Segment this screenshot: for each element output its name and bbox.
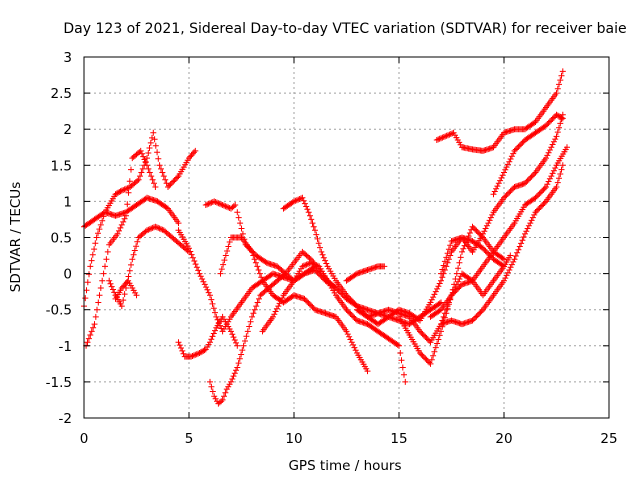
series-track-20 bbox=[438, 162, 566, 328]
x-tick-label: 25 bbox=[600, 431, 617, 447]
point-markers bbox=[175, 313, 241, 360]
y-tick-label: 1.5 bbox=[51, 158, 72, 174]
x-tick-label: 20 bbox=[495, 431, 512, 447]
point-markers bbox=[280, 194, 444, 328]
y-tick-label: 0 bbox=[63, 267, 72, 283]
point-markers bbox=[354, 252, 514, 346]
series-track-17 bbox=[433, 68, 566, 154]
y-tick-label: 3 bbox=[63, 50, 72, 66]
series-track-15 bbox=[354, 252, 514, 346]
y-tick-label: -1.5 bbox=[46, 375, 72, 391]
series-track-7 bbox=[175, 313, 241, 360]
series-track-18 bbox=[438, 111, 566, 277]
x-tick-label: 10 bbox=[285, 431, 302, 447]
point-markers bbox=[438, 162, 566, 328]
y-tick-label: 0.5 bbox=[51, 231, 72, 247]
point-markers bbox=[490, 111, 566, 198]
grid-lines bbox=[84, 57, 609, 418]
y-tick-label: -2 bbox=[59, 411, 72, 427]
x-tick-label: 5 bbox=[185, 431, 194, 447]
series-track-5 bbox=[112, 277, 140, 302]
point-markers bbox=[343, 263, 388, 284]
x-axis-label: GPS time / hours bbox=[288, 458, 401, 474]
y-tick-label: 2 bbox=[63, 122, 72, 138]
point-markers bbox=[438, 111, 566, 277]
data-points bbox=[81, 68, 570, 407]
point-markers bbox=[81, 194, 182, 230]
x-tick-label: 15 bbox=[390, 431, 407, 447]
point-markers bbox=[433, 68, 566, 154]
point-markers bbox=[234, 209, 339, 291]
point-markers bbox=[202, 198, 239, 212]
y-tick-label: -0.5 bbox=[46, 303, 72, 319]
series-track-1 bbox=[81, 194, 182, 230]
point-markers bbox=[112, 277, 140, 302]
y-tick-label: 1 bbox=[63, 194, 72, 210]
series-track-21 bbox=[490, 111, 566, 198]
chart-title: Day 123 of 2021, Sidereal Day-to-day VTE… bbox=[63, 21, 626, 37]
series-track-11 bbox=[234, 209, 339, 291]
x-tick-label: 0 bbox=[80, 431, 89, 447]
y-tick-label: -1 bbox=[59, 339, 72, 355]
series-track-14 bbox=[343, 263, 388, 284]
axis-ticks: 0 5 10 15 20 25 -2 -1.5 -1 -0.5 0 0.5 1 1.5 2 2.5 3 bbox=[46, 50, 618, 447]
series-track-12 bbox=[280, 194, 444, 328]
series-track-10 bbox=[202, 198, 239, 212]
y-tick-label: 2.5 bbox=[51, 86, 72, 102]
y-axis-label: SDTVAR / TECUs bbox=[8, 182, 24, 292]
series-track-19 bbox=[427, 144, 570, 320]
point-markers bbox=[427, 144, 570, 320]
